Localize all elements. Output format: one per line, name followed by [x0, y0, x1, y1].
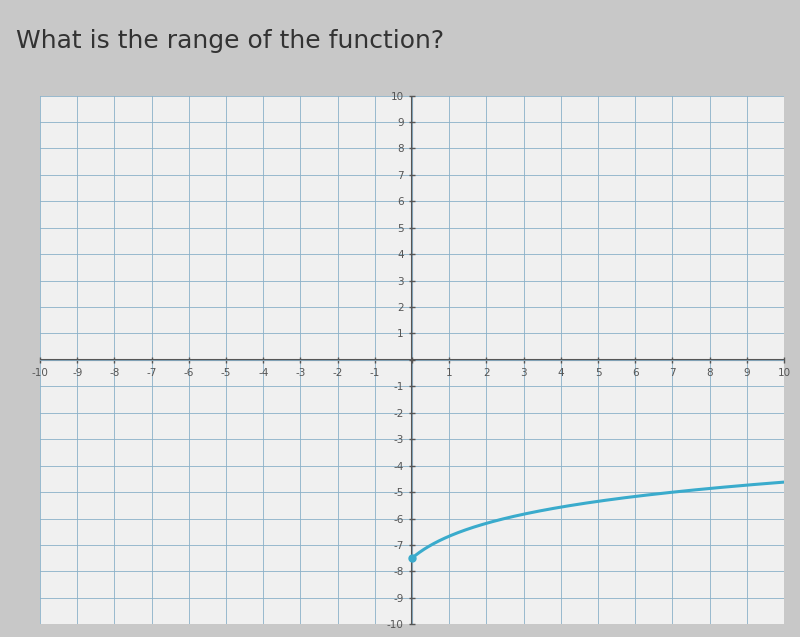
- Text: What is the range of the function?: What is the range of the function?: [16, 29, 444, 54]
